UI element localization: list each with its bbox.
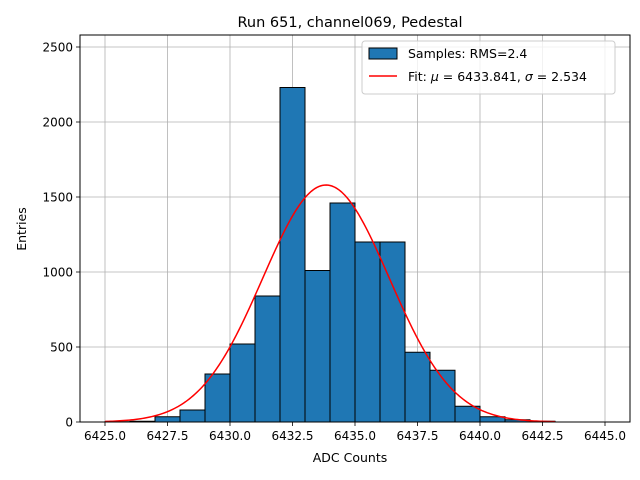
legend-fit-mu-symbol: μ — [430, 69, 439, 84]
y-axis-label: Entries — [14, 207, 29, 251]
y-tick-label-5: 2500 — [42, 41, 73, 55]
x-tick-label-1: 6427.5 — [147, 429, 189, 443]
fit-curve — [104, 184, 556, 423]
y-tick-label-1: 500 — [50, 341, 73, 355]
histogram-bar-14 — [454, 405, 481, 423]
legend-label-histogram: Samples: RMS=2.4 — [408, 46, 527, 61]
x-axis-label: ADC Counts — [313, 450, 388, 465]
y-tick-label-0: 0 — [65, 416, 73, 430]
histogram-bar-3 — [179, 409, 206, 423]
legend: Samples: RMS=2.4 Fit: μ = 6433.841, σ = … — [361, 40, 616, 95]
legend-box — [361, 40, 616, 95]
histogram-bar-8 — [304, 270, 331, 423]
histogram-bar-11 — [379, 241, 406, 423]
x-tick-label-8: 6445.0 — [584, 429, 626, 443]
histogram-bar-2 — [154, 416, 181, 423]
legend-swatch-histogram — [368, 47, 398, 60]
histogram-bar-5 — [229, 343, 256, 423]
x-tick-label-7: 6442.5 — [522, 429, 564, 443]
chart-title: Run 651, channel069, Pedestal — [237, 15, 462, 31]
legend-fit-mu-value: = 6433.841, — [439, 69, 525, 84]
x-tick-label-4: 6435.0 — [334, 429, 376, 443]
y-tick-label-3: 1500 — [42, 191, 73, 205]
histogram-bar-10 — [354, 241, 381, 423]
y-axis-ticks: 0 500 1000 1500 2000 2500 — [42, 41, 80, 430]
x-tick-label-3: 6432.5 — [272, 429, 314, 443]
legend-fit-sigma-value: = 2.534 — [533, 69, 587, 84]
legend-fit-prefix: Fit: — [408, 69, 431, 84]
y-tick-label-2: 1000 — [42, 266, 73, 280]
histogram-bar-7 — [279, 87, 306, 423]
y-tick-label-4: 2000 — [42, 116, 73, 130]
x-tick-label-5: 6437.5 — [397, 429, 439, 443]
x-axis-ticks: 6425.0 6427.5 6430.0 6432.5 6435.0 6437.5 6440… — [84, 422, 626, 443]
legend-fit-sigma-symbol: σ — [525, 69, 534, 84]
histogram-bar-9 — [329, 202, 356, 423]
x-tick-label-6: 6440.0 — [459, 429, 501, 443]
x-tick-label-0: 6425.0 — [84, 429, 126, 443]
histogram-bar-6 — [254, 295, 281, 423]
x-tick-label-2: 6430.0 — [209, 429, 251, 443]
histogram-bar-4 — [204, 373, 231, 423]
legend-label-fit: Fit: μ = 6433.841, σ = 2.534 — [408, 69, 587, 84]
histogram-bar-12 — [404, 351, 431, 423]
